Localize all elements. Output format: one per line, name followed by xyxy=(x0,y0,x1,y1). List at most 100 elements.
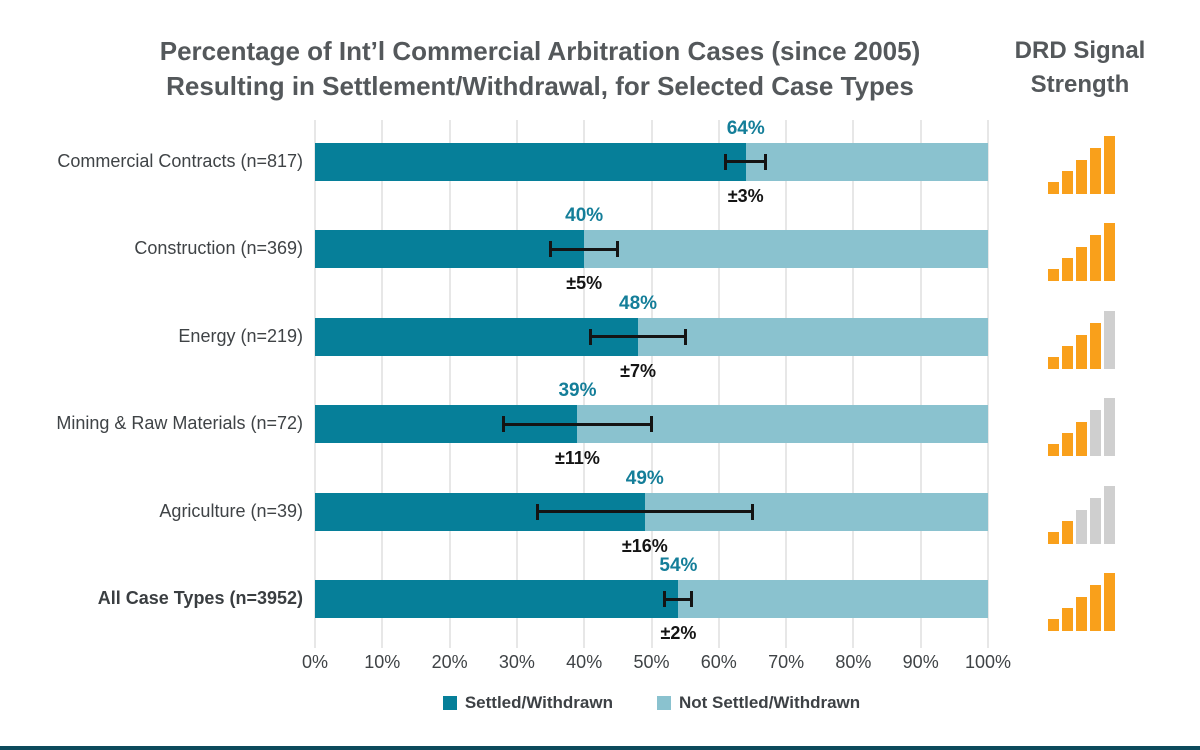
signal-strength-icon xyxy=(1048,398,1115,456)
error-bar xyxy=(550,247,618,251)
error-bar-cap-left xyxy=(549,241,553,257)
signal-strength-icon xyxy=(1048,310,1115,369)
signal-bar-active xyxy=(1104,573,1115,631)
signal-strength-icon xyxy=(1048,135,1115,194)
signal-bar-active xyxy=(1062,258,1073,281)
error-bar xyxy=(664,597,692,601)
gridline xyxy=(650,120,653,648)
gridline xyxy=(314,120,316,648)
chart-title: Percentage of Int’l Commercial Arbitrati… xyxy=(40,34,1040,104)
gridline xyxy=(515,120,518,648)
signal-bar-active xyxy=(1076,597,1087,631)
error-bar-cap-right xyxy=(650,416,653,432)
footer-accent-bar xyxy=(0,746,1200,750)
value-label: 49% xyxy=(625,467,664,489)
chart-title-line1: Percentage of Int’l Commercial Arbitrati… xyxy=(159,36,921,66)
value-label: 40% xyxy=(565,205,604,226)
signal-bar-active xyxy=(1076,247,1087,281)
signal-bar-active xyxy=(1048,356,1059,369)
value-label: 54% xyxy=(659,555,698,576)
error-margin-label: ±7% xyxy=(620,360,656,381)
drd-signal-strength-title: DRD Signal Strength xyxy=(970,34,1190,102)
bar-settled-withdrawn xyxy=(315,580,679,618)
gridline xyxy=(852,120,855,648)
error-bar-cap-right xyxy=(764,153,768,170)
error-margin-label: ±11% xyxy=(555,448,600,468)
legend-swatch-not-settled xyxy=(656,696,671,710)
x-axis-tick-label: 70% xyxy=(768,652,805,672)
category-label: Commercial Contracts (n=817) xyxy=(57,150,303,171)
signal-bar-active xyxy=(1076,334,1087,369)
x-axis-tick-label: 50% xyxy=(633,652,670,672)
signal-bar-active xyxy=(1048,269,1059,281)
signal-bar-active xyxy=(1062,520,1073,544)
category-label: Mining & Raw Materials (n=72) xyxy=(56,413,303,433)
gridline xyxy=(583,120,586,648)
signal-bar-active xyxy=(1048,444,1059,456)
bar-settled-withdrawn xyxy=(315,142,746,181)
error-bar xyxy=(537,510,753,513)
signal-bar-inactive xyxy=(1090,410,1101,456)
value-label: 64% xyxy=(726,117,765,139)
error-margin-label: ±2% xyxy=(660,623,697,643)
drd-title-line1: DRD Signal xyxy=(1014,37,1146,64)
signal-bar-active xyxy=(1090,147,1101,194)
legend-swatch-settled xyxy=(442,696,457,710)
error-bar-cap-right xyxy=(616,241,620,257)
signal-bar-active xyxy=(1104,223,1115,281)
error-bar-cap-right xyxy=(750,503,754,520)
legend-label-not-settled: Not Settled/Withdrawn xyxy=(678,693,861,712)
error-bar-cap-left xyxy=(501,416,505,432)
error-bar-cap-right xyxy=(683,328,687,345)
error-margin-label: ±5% xyxy=(566,273,603,293)
signal-strength-icon xyxy=(1048,485,1115,544)
signal-strength-icon xyxy=(1048,223,1115,281)
value-label: 39% xyxy=(558,380,597,401)
error-bar xyxy=(503,422,652,426)
signal-bar-inactive xyxy=(1104,485,1115,544)
x-axis-tick-label: 30% xyxy=(498,652,535,672)
x-axis-tick-label: 90% xyxy=(902,652,939,672)
gridline xyxy=(717,120,720,648)
x-axis-tick-label: 40% xyxy=(566,652,603,672)
signal-bar-active xyxy=(1090,585,1101,631)
gridline xyxy=(987,120,989,648)
x-axis-tick-label: 20% xyxy=(431,652,468,672)
signal-bar-active xyxy=(1062,170,1073,194)
signal-bar-inactive xyxy=(1090,497,1101,544)
gridline xyxy=(448,120,451,648)
signal-bar-inactive xyxy=(1104,398,1115,456)
chart-title-line2: Resulting in Settlement/Withdrawal, for … xyxy=(166,71,914,101)
legend-item-settled: Settled/Withdrawn xyxy=(442,693,613,713)
signal-bar-active xyxy=(1062,345,1073,369)
x-axis-tick-label: 100% xyxy=(964,652,1012,672)
error-bar-cap-left xyxy=(663,591,667,607)
error-bar xyxy=(590,335,686,338)
signal-bar-inactive xyxy=(1076,509,1087,544)
x-axis-tick-label: 80% xyxy=(835,652,872,672)
error-bar-cap-left xyxy=(535,503,539,520)
signal-bar-active xyxy=(1104,135,1115,194)
signal-strength-icon xyxy=(1048,573,1115,631)
signal-bar-active xyxy=(1048,619,1059,631)
gridline xyxy=(381,120,384,648)
signal-bar-active xyxy=(1090,322,1101,369)
x-axis-tick-label: 60% xyxy=(700,652,737,672)
gridline xyxy=(919,120,922,648)
error-margin-label: ±16% xyxy=(621,535,668,556)
chart-legend: Settled/Withdrawn Not Settled/Withdrawn xyxy=(315,693,988,713)
legend-item-not-settled: Not Settled/Withdrawn xyxy=(656,693,861,713)
error-margin-label: ±3% xyxy=(727,185,764,206)
error-bar-cap-left xyxy=(589,328,593,345)
signal-bar-active xyxy=(1076,159,1087,194)
x-axis-tick-label: 10% xyxy=(364,652,401,672)
bar-settled-withdrawn xyxy=(315,230,585,268)
error-bar-cap-left xyxy=(724,153,728,170)
legend-label-settled: Settled/Withdrawn xyxy=(464,693,613,712)
signal-bar-active xyxy=(1048,181,1059,194)
signal-bar-active xyxy=(1062,608,1073,631)
error-bar-cap-right xyxy=(690,591,694,607)
category-label: Energy (n=219) xyxy=(178,325,303,346)
